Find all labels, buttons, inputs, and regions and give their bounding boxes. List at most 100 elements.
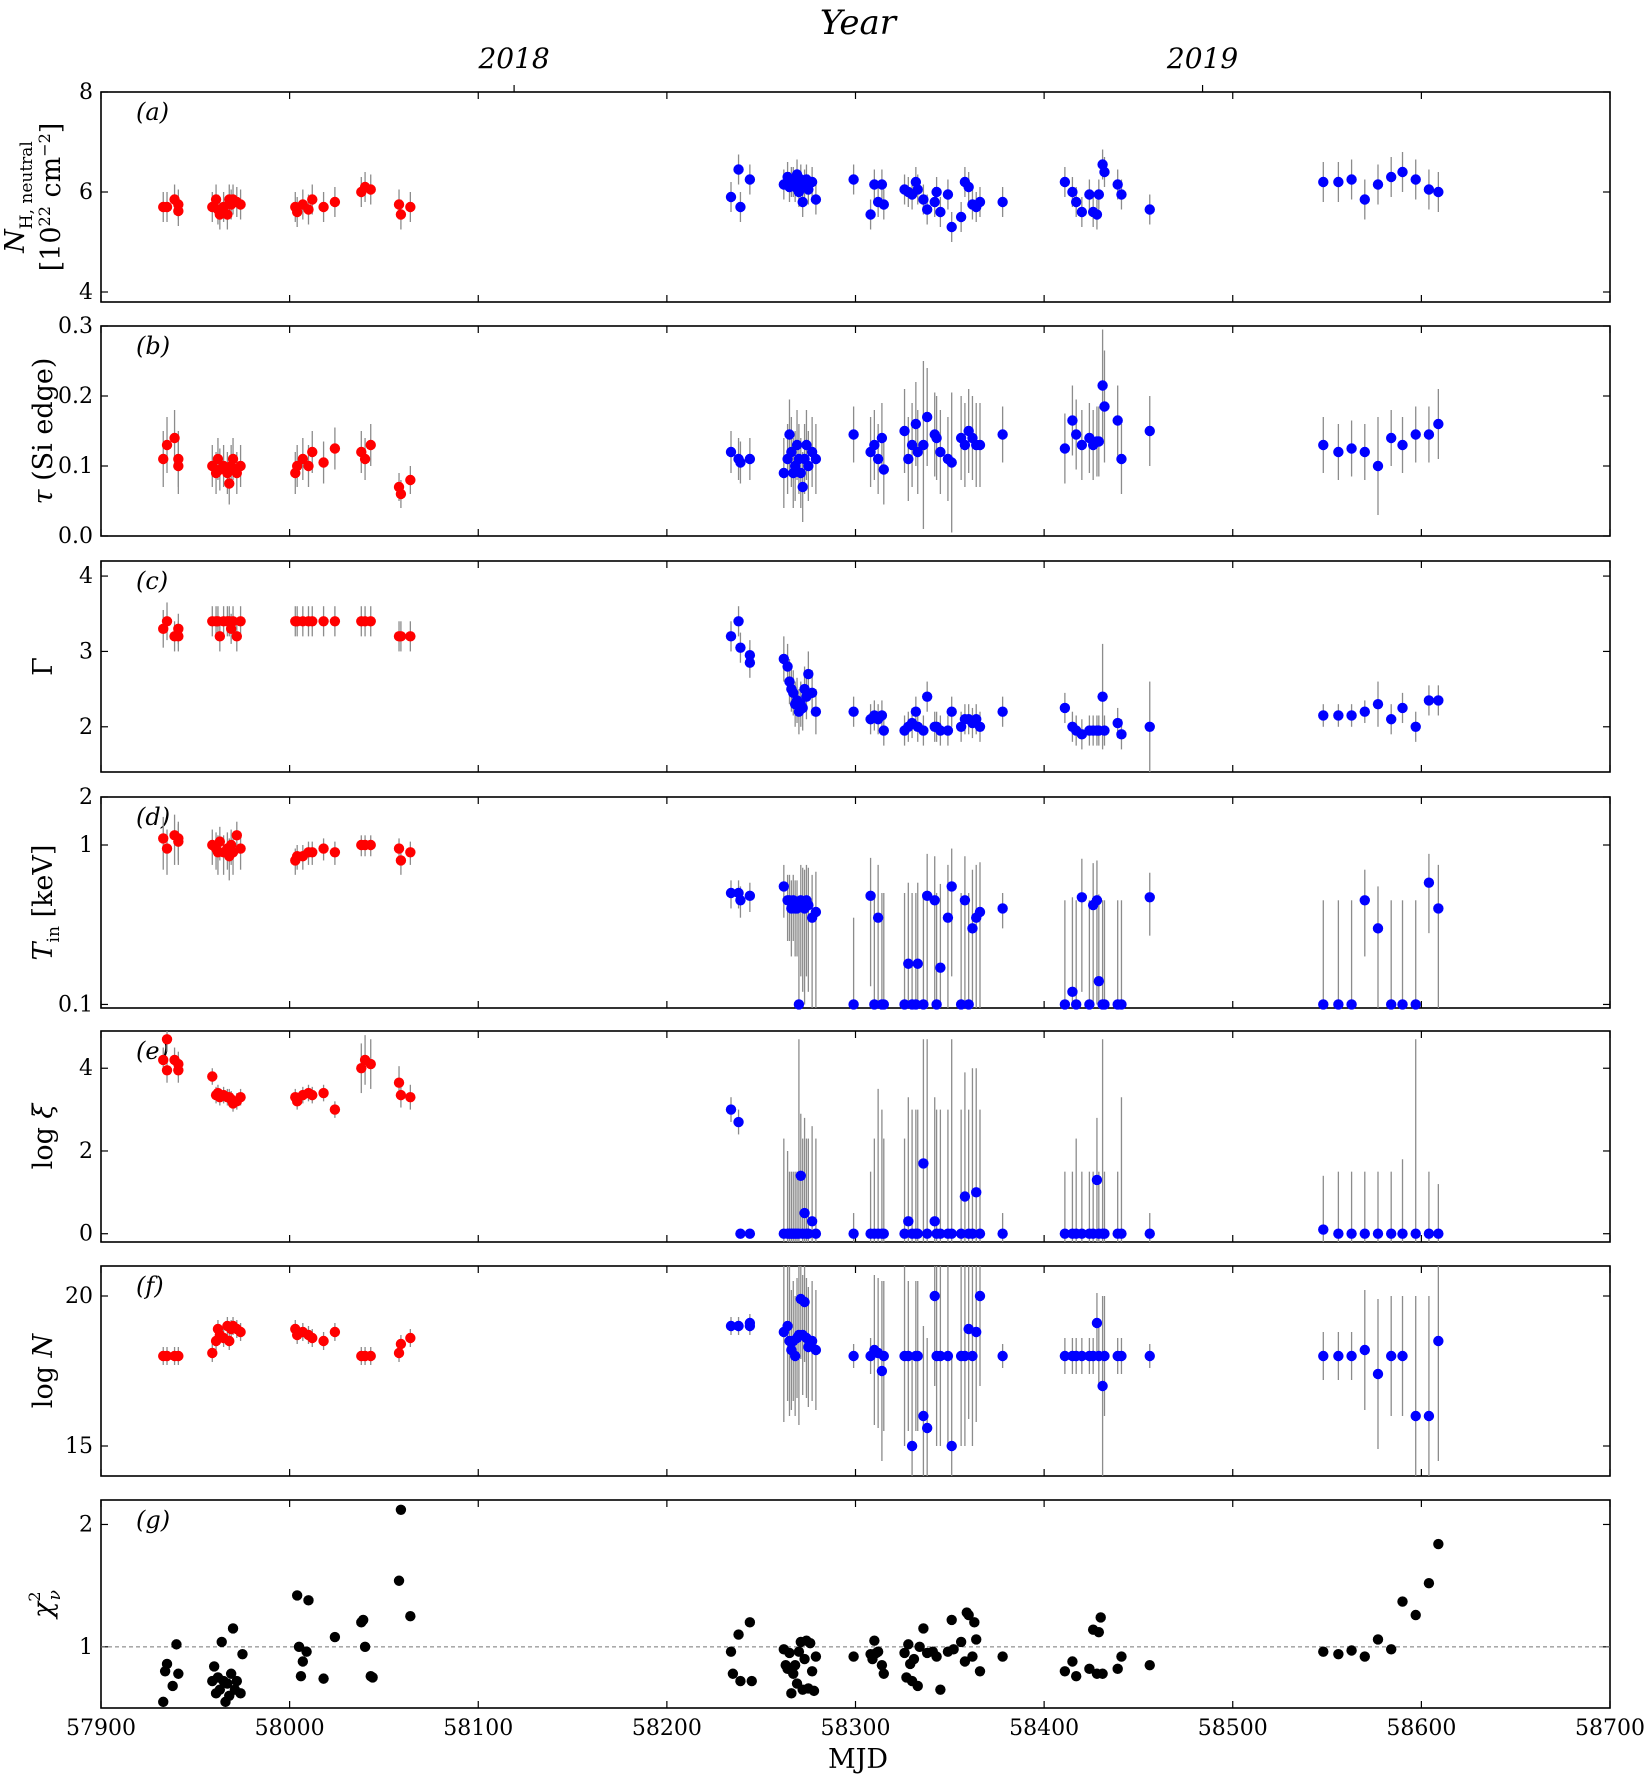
data-point	[725, 1646, 737, 1657]
data-point	[744, 1228, 756, 1239]
data-points	[158, 616, 1444, 740]
data-point	[1116, 999, 1127, 1010]
data-point	[789, 1350, 801, 1362]
data-point	[848, 429, 859, 440]
data-point	[1318, 999, 1329, 1010]
data-point	[967, 1651, 978, 1662]
year-tick-label: 2019	[1166, 42, 1238, 75]
data-point	[878, 464, 889, 475]
data-point	[942, 912, 954, 923]
data-point	[778, 881, 790, 892]
data-point	[1385, 432, 1397, 444]
data-point	[725, 446, 737, 458]
data-point	[405, 1332, 416, 1344]
data-point	[1116, 1350, 1127, 1362]
data-point	[1423, 184, 1435, 195]
data-point	[235, 616, 246, 627]
data-point	[1333, 1350, 1344, 1362]
x-tick-label: 58700	[1575, 1716, 1644, 1741]
y-tick-label: 8	[79, 80, 93, 105]
data-point	[173, 1350, 184, 1362]
data-point	[222, 1678, 233, 1689]
data-point	[963, 181, 974, 193]
data-point	[946, 1614, 957, 1626]
data-point	[1099, 401, 1110, 412]
data-point	[786, 1688, 797, 1699]
data-point	[158, 1054, 169, 1066]
panel-g: 57900 58000 58100 58200 58300 58400 58500 58600…	[25, 1499, 1644, 1741]
data-point	[231, 1675, 243, 1687]
data-point	[735, 457, 746, 468]
data-point	[865, 209, 876, 220]
data-point	[744, 453, 756, 465]
data-point	[1397, 1596, 1408, 1607]
data-point	[929, 1290, 940, 1302]
panel-letter: (f)	[136, 1272, 164, 1300]
data-point	[1410, 174, 1421, 185]
data-point	[231, 830, 243, 841]
data-point	[959, 1350, 971, 1362]
data-point	[784, 1647, 795, 1659]
year-tick-label: 2018	[477, 42, 549, 75]
data-point	[878, 725, 889, 736]
data-point	[1091, 209, 1103, 220]
data-point	[912, 1350, 923, 1362]
data-point	[908, 1653, 920, 1665]
data-point	[222, 209, 233, 220]
data-point	[744, 649, 756, 661]
data-point	[405, 847, 416, 858]
data-point	[395, 631, 407, 642]
data-point	[810, 906, 822, 918]
data-point	[1372, 698, 1384, 710]
data-points	[158, 1034, 1444, 1239]
data-point	[906, 439, 918, 451]
data-point	[214, 1684, 226, 1695]
data-point	[803, 899, 814, 911]
data-point	[293, 1641, 305, 1653]
data-point	[1112, 415, 1123, 426]
data-point	[1410, 1228, 1421, 1239]
data-point	[872, 912, 884, 923]
x-tick-label: 57900	[66, 1716, 136, 1741]
data-point	[1091, 895, 1103, 906]
data-point	[971, 1634, 982, 1645]
data-point	[974, 906, 986, 918]
data-point	[912, 958, 923, 969]
data-point	[795, 467, 806, 479]
data-points	[158, 380, 1444, 500]
data-point	[997, 706, 1008, 717]
data-point	[1433, 1228, 1444, 1239]
data-point	[997, 1651, 1008, 1662]
data-point	[1076, 206, 1088, 218]
y-tick-label: 0.3	[58, 314, 93, 339]
y-tick-label: 15	[65, 1434, 93, 1459]
data-point	[1091, 1174, 1103, 1186]
data-point	[955, 1636, 967, 1648]
data-point	[1346, 174, 1357, 185]
data-point	[784, 429, 795, 440]
data-point	[1372, 1368, 1384, 1380]
data-point	[1385, 171, 1397, 183]
data-point	[744, 890, 756, 902]
data-point	[1423, 429, 1435, 440]
data-point	[365, 184, 376, 195]
data-point	[931, 432, 942, 444]
data-point	[903, 1639, 914, 1650]
data-point	[876, 179, 888, 190]
data-point	[935, 1684, 946, 1695]
x-axis-title: MJD	[828, 1744, 888, 1775]
data-point	[955, 1228, 967, 1239]
data-point	[929, 1216, 940, 1227]
data-point	[1091, 1317, 1103, 1329]
data-point	[912, 446, 923, 458]
data-point	[782, 661, 793, 672]
data-point	[921, 890, 933, 902]
data-point	[931, 1651, 942, 1662]
data-point	[318, 1673, 329, 1684]
data-point	[214, 631, 226, 642]
data-point	[942, 1350, 954, 1362]
data-point	[1067, 415, 1078, 426]
data-point	[297, 453, 309, 465]
data-point	[1385, 1644, 1397, 1655]
data-point	[1423, 1410, 1435, 1422]
